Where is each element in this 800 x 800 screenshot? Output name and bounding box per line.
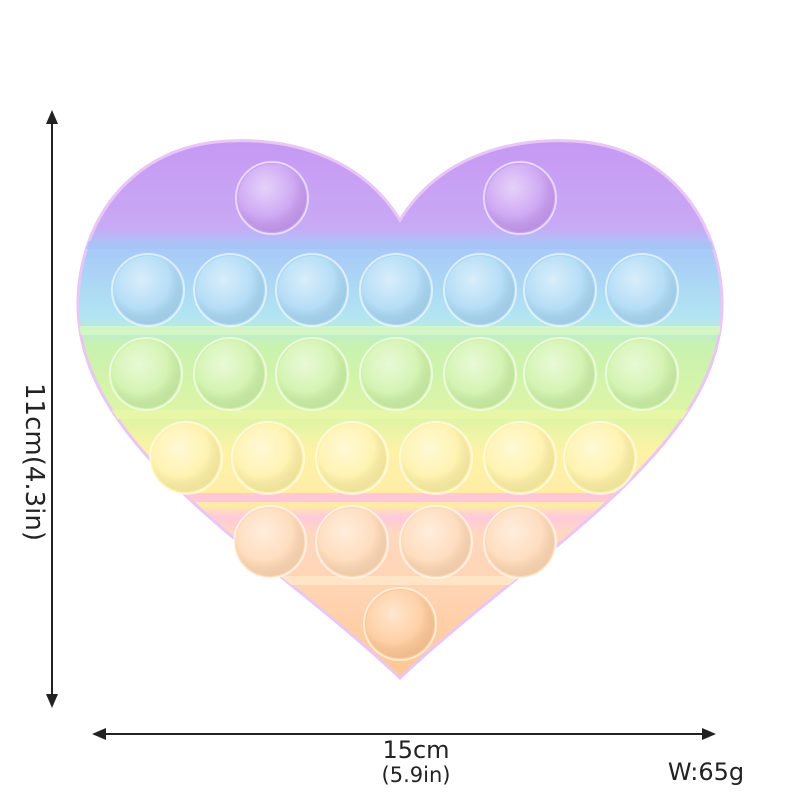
bubble-highlight [366,590,434,658]
bubble-highlight [362,256,430,324]
bubble-highlight [446,256,514,324]
bubble-highlight [152,424,220,492]
bubble-highlight [402,424,470,492]
bubble-highlight [362,340,430,408]
weight-label: W:65g [668,758,744,786]
bubble-highlight [526,256,594,324]
bubble-highlight [278,340,346,408]
height-label: 11cm(4.3in) [19,383,49,541]
bubble-highlight [402,508,470,576]
bubble-highlight [196,256,264,324]
width-label: 15cm [382,736,449,764]
bubble-highlight [318,424,386,492]
height-dimension-arrow [46,110,58,708]
bubble-highlight [236,508,304,576]
bubble-highlight [486,424,554,492]
bubble-highlight [112,340,180,408]
bubble-highlight [114,256,182,324]
bubble-highlight [196,340,264,408]
bubble-highlight [486,164,554,232]
rainbow-heart-pop-it-icon [76,139,724,681]
bubble-highlight [446,340,514,408]
bubble-highlight [234,424,302,492]
bubble-highlight [608,340,676,408]
bubble-highlight [278,256,346,324]
row-dividers [77,241,723,585]
bubble-highlight [526,340,594,408]
bubble-highlight [486,508,554,576]
width-dimension-arrow [92,728,716,740]
bubble-grid [109,161,679,661]
bubble-highlight [566,424,634,492]
bubble-highlight [608,256,676,324]
width-sub-label: (5.9in) [382,763,451,787]
bubble-highlight [238,164,306,232]
bubble-highlight [318,508,386,576]
